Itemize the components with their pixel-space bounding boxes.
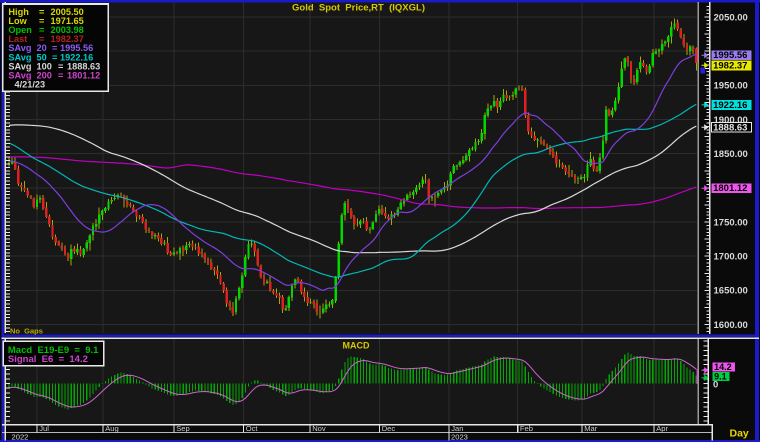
svg-text:SAvg: SAvg xyxy=(8,61,31,71)
svg-text:1801.12: 1801.12 xyxy=(713,183,747,194)
svg-text:9.1: 9.1 xyxy=(714,371,727,381)
svg-text:1922.16: 1922.16 xyxy=(60,52,93,62)
svg-text:2023: 2023 xyxy=(451,432,468,441)
svg-text:1971.65: 1971.65 xyxy=(51,16,84,26)
svg-text:Oct: Oct xyxy=(246,424,259,433)
svg-text:=: = xyxy=(52,43,57,53)
svg-text:1700.00: 1700.00 xyxy=(714,252,748,263)
svg-text:Nov: Nov xyxy=(312,424,326,433)
svg-text:=: = xyxy=(58,61,63,71)
svg-text:1950.00: 1950.00 xyxy=(714,81,748,92)
svg-text:=: = xyxy=(52,52,57,62)
svg-text:Day: Day xyxy=(730,428,749,440)
svg-text:1900.00: 1900.00 xyxy=(714,115,748,126)
svg-text:50: 50 xyxy=(37,52,47,62)
svg-text:2005.50: 2005.50 xyxy=(51,7,84,17)
svg-text:1600.00: 1600.00 xyxy=(714,320,748,331)
svg-text:Dec: Dec xyxy=(382,424,396,433)
svg-text:4/21/23: 4/21/23 xyxy=(15,80,46,90)
svg-text:SAvg: SAvg xyxy=(8,43,31,53)
svg-text:Signal E6 = 14.2: Signal E6 = 14.2 xyxy=(8,354,88,365)
svg-text:No Gaps: No Gaps xyxy=(10,327,43,336)
svg-text:=: = xyxy=(39,7,44,17)
svg-text:1750.00: 1750.00 xyxy=(714,217,748,228)
svg-text:Aug: Aug xyxy=(105,424,119,433)
svg-text:Last: Last xyxy=(8,34,27,44)
svg-text:2003.98: 2003.98 xyxy=(51,25,84,35)
svg-text:20: 20 xyxy=(37,43,47,53)
svg-text:Jul: Jul xyxy=(39,424,49,433)
svg-text:14.2: 14.2 xyxy=(714,362,732,372)
svg-text:200: 200 xyxy=(37,70,52,80)
svg-text:0: 0 xyxy=(713,380,718,391)
svg-text:1995.56: 1995.56 xyxy=(60,43,93,53)
svg-text:2022: 2022 xyxy=(12,432,29,441)
svg-text:=: = xyxy=(58,70,63,80)
svg-text:100: 100 xyxy=(37,61,52,71)
svg-text:Low: Low xyxy=(8,16,27,26)
svg-text:SAvg: SAvg xyxy=(8,70,31,80)
svg-text:Open: Open xyxy=(8,25,32,35)
svg-text:1850.00: 1850.00 xyxy=(714,149,748,160)
svg-text:1650.00: 1650.00 xyxy=(714,286,748,297)
svg-text:1801.12: 1801.12 xyxy=(67,70,100,80)
svg-text:1888.63: 1888.63 xyxy=(67,61,100,71)
svg-text:1922.16: 1922.16 xyxy=(713,100,747,111)
svg-text:Sep: Sep xyxy=(176,424,190,433)
svg-text:1982.37: 1982.37 xyxy=(713,61,747,72)
svg-text:=: = xyxy=(39,16,44,26)
svg-text:1995.56: 1995.56 xyxy=(713,50,747,61)
svg-text:1888.63: 1888.63 xyxy=(713,122,747,133)
svg-text:Macd E19-E9 = 9.1: Macd E19-E9 = 9.1 xyxy=(8,345,99,356)
svg-text:=: = xyxy=(39,25,44,35)
svg-text:Feb: Feb xyxy=(520,424,533,433)
svg-text:High: High xyxy=(8,7,29,17)
svg-text:1982.37: 1982.37 xyxy=(51,34,84,44)
svg-text:SAvg: SAvg xyxy=(8,52,31,62)
svg-text:2050.00: 2050.00 xyxy=(714,12,748,23)
svg-text:=: = xyxy=(39,34,44,44)
svg-text:Gold Spot Price,RT (IQXGL): Gold Spot Price,RT (IQXGL) xyxy=(292,3,425,14)
svg-text:Jan: Jan xyxy=(451,424,463,433)
svg-text:MACD: MACD xyxy=(343,341,370,351)
svg-text:Apr: Apr xyxy=(656,424,668,433)
svg-text:Mar: Mar xyxy=(584,424,598,433)
